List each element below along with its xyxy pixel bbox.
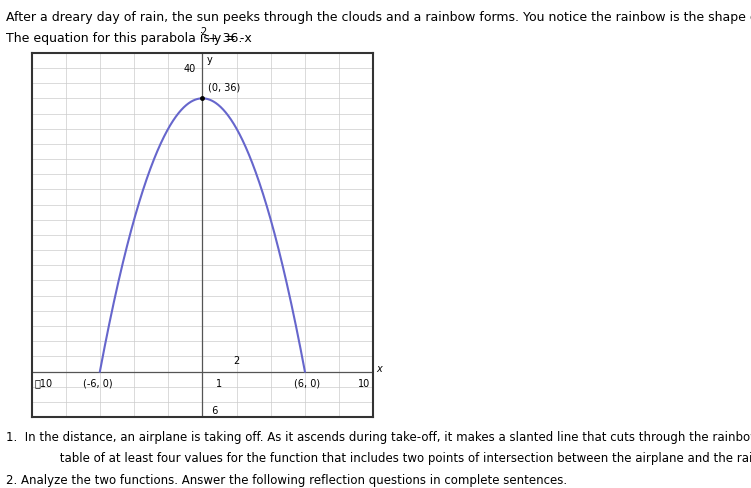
Text: y: y xyxy=(207,55,213,65)
Text: 40: 40 xyxy=(183,64,195,74)
Text: 2: 2 xyxy=(200,27,207,37)
Text: (-6, 0): (-6, 0) xyxy=(83,378,113,388)
Text: x: x xyxy=(376,363,382,373)
Text: + 36.: + 36. xyxy=(204,32,243,45)
Text: (6, 0): (6, 0) xyxy=(294,378,320,388)
Text: 10: 10 xyxy=(357,378,369,388)
Text: table of at least four values for the function that includes two points of inter: table of at least four values for the fu… xyxy=(41,451,751,464)
Text: 6: 6 xyxy=(206,405,219,415)
Text: 2: 2 xyxy=(234,355,240,365)
Text: 2. Analyze the two functions. Answer the following reflection questions in compl: 2. Analyze the two functions. Answer the… xyxy=(6,473,567,487)
Text: (0, 36): (0, 36) xyxy=(208,82,240,92)
Text: 1.  In the distance, an airplane is taking off. As it ascends during take-off, i: 1. In the distance, an airplane is takin… xyxy=(6,430,751,444)
Text: 1: 1 xyxy=(216,378,222,388)
Text: After a dreary day of rain, the sun peeks through the clouds and a rainbow forms: After a dreary day of rain, the sun peek… xyxy=(6,11,751,24)
Text: ⁲10: ⁲10 xyxy=(35,378,53,388)
Text: The equation for this parabola is y = -x: The equation for this parabola is y = -x xyxy=(6,32,252,45)
